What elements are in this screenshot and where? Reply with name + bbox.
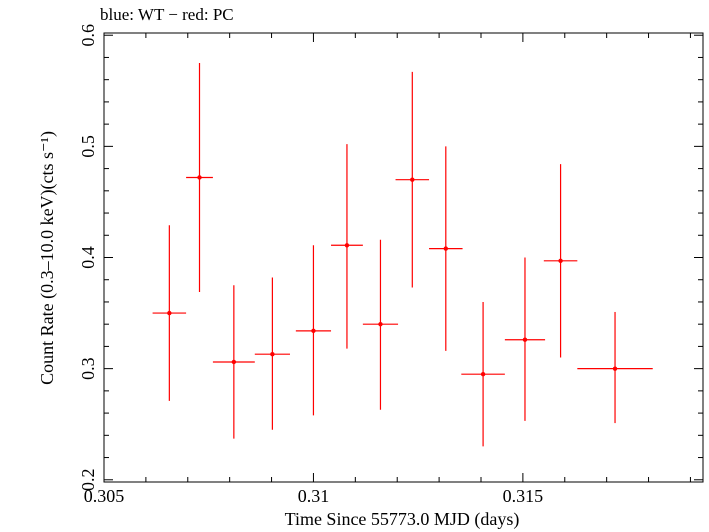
y-tick-label: 0.5 xyxy=(78,135,98,158)
data-marker xyxy=(231,359,237,365)
data-point xyxy=(395,71,430,288)
data-point xyxy=(254,277,290,430)
data-point xyxy=(577,311,653,424)
data-marker xyxy=(558,258,563,264)
x-axis-label: Time Since 55773.0 MJD (days) xyxy=(284,509,520,529)
y-tick-label: 0.2 xyxy=(78,469,98,492)
y-tick-label: 0.3 xyxy=(78,357,98,380)
y-tick-label: 0.4 xyxy=(78,246,98,269)
data-marker xyxy=(167,310,172,316)
x-tick-label: 0.305 xyxy=(84,486,125,506)
data-point xyxy=(461,301,505,447)
data-point xyxy=(295,245,332,416)
data-marker xyxy=(311,328,316,334)
data-point xyxy=(362,239,399,410)
data-marker xyxy=(522,337,528,342)
data-marker xyxy=(197,175,202,180)
data-point xyxy=(543,164,578,358)
data-marker xyxy=(270,351,275,357)
plot-frame xyxy=(103,32,704,483)
x-tick-label: 0.315 xyxy=(503,486,544,506)
axes: 0.305 0.31 0.315 0.2 0.3 0.4 0.5 0.6 xyxy=(78,24,704,506)
y-tick-label: 0.6 xyxy=(78,24,98,47)
chart-title: blue: WT − red: PC xyxy=(100,5,234,24)
data-marker xyxy=(443,246,449,251)
data-point xyxy=(212,285,255,439)
data-point xyxy=(331,144,363,349)
data-series xyxy=(152,63,653,447)
x-tick-label: 0.31 xyxy=(298,486,330,506)
data-point xyxy=(152,225,187,401)
data-point xyxy=(504,257,546,421)
data-marker xyxy=(480,371,486,377)
data-marker xyxy=(344,243,350,248)
data-point xyxy=(186,63,213,292)
data-marker xyxy=(612,366,618,371)
y-axis-label: Count Rate (0.3–10.0 keV)(cts s⁻¹) xyxy=(37,131,58,385)
data-marker xyxy=(378,321,383,327)
data-point xyxy=(429,146,463,351)
data-marker xyxy=(410,177,415,182)
